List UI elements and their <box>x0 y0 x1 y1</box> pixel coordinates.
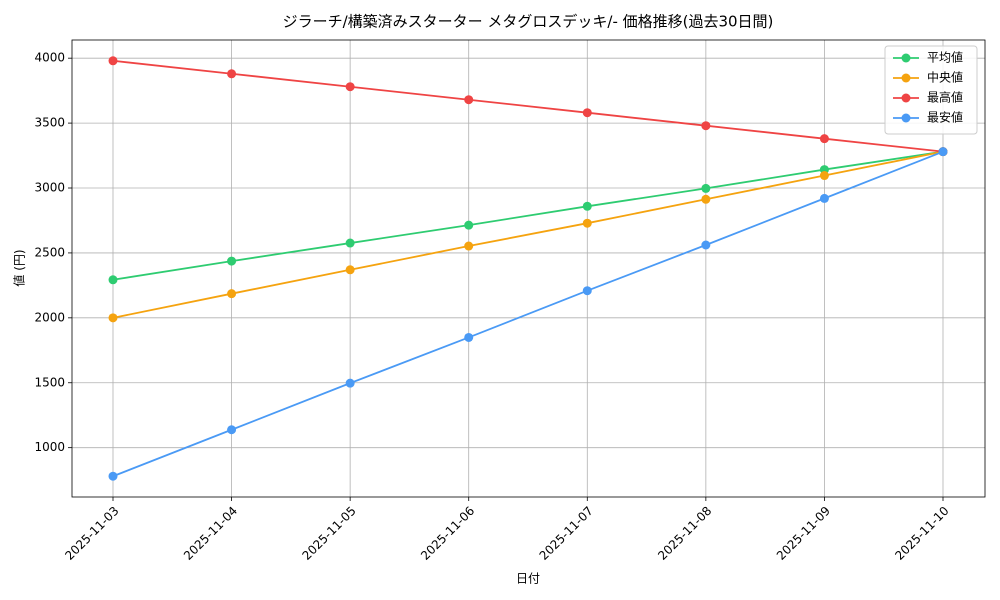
legend-marker <box>901 93 911 103</box>
data-point <box>227 69 237 79</box>
x-tick-label: 2025-11-10 <box>892 504 951 563</box>
x-tick-label: 2025-11-09 <box>774 504 833 563</box>
chart-title: ジラーチ/構築済みスターター メタグロスデッキ/- 価格推移(過去30日間) <box>283 13 774 31</box>
legend-marker <box>901 73 911 83</box>
series-line <box>112 150 944 319</box>
data-point <box>701 183 711 193</box>
y-axis-label: 値 (円) <box>12 249 27 286</box>
data-point <box>819 171 829 181</box>
data-point <box>108 313 118 323</box>
data-point <box>227 256 237 266</box>
data-point <box>464 332 474 342</box>
data-point <box>701 240 711 250</box>
data-point <box>464 95 474 105</box>
data-point <box>819 134 829 144</box>
data-point <box>464 220 474 230</box>
data-point <box>701 121 711 131</box>
legend-label: 最安値 <box>927 110 963 125</box>
data-point <box>227 425 237 435</box>
legend-marker <box>901 113 911 123</box>
x-tick-label: 2025-11-06 <box>418 504 477 563</box>
data-point <box>582 286 592 296</box>
plot-frame <box>71 39 986 498</box>
y-tick-label: 1500 <box>34 375 65 389</box>
data-point <box>108 275 118 285</box>
legend-frame <box>884 45 978 135</box>
data-point <box>227 289 237 299</box>
data-point <box>938 147 948 157</box>
x-axis-label: 日付 <box>516 572 540 586</box>
data-point <box>345 378 355 388</box>
legend-label: 平均値 <box>927 50 963 65</box>
y-tick-label: 2000 <box>34 310 65 324</box>
legend-marker <box>901 53 911 63</box>
data-point <box>108 56 118 66</box>
y-tick-label: 4000 <box>34 51 65 65</box>
data-point <box>582 201 592 211</box>
series-line <box>112 59 944 153</box>
data-point <box>701 194 711 204</box>
data-point <box>582 108 592 118</box>
x-tick-label: 2025-11-05 <box>300 504 359 563</box>
y-tick-label: 3500 <box>34 116 65 130</box>
data-point <box>819 193 829 203</box>
x-tick-label: 2025-11-04 <box>181 504 240 563</box>
data-point <box>345 82 355 92</box>
x-tick-label: 2025-11-07 <box>537 504 596 563</box>
data-point <box>345 238 355 248</box>
data-point <box>464 241 474 251</box>
y-tick-label: 3000 <box>34 181 65 195</box>
y-tick-label: 2500 <box>34 245 65 259</box>
x-tick-label: 2025-11-03 <box>62 504 121 563</box>
y-tick-label: 1000 <box>34 440 65 454</box>
data-point <box>582 218 592 228</box>
data-point <box>345 265 355 275</box>
x-tick-label: 2025-11-08 <box>655 504 714 563</box>
legend-label: 中央値 <box>927 70 963 85</box>
series-line <box>112 150 944 281</box>
series-line <box>112 150 944 478</box>
legend-label: 最高値 <box>927 90 963 105</box>
data-point <box>108 471 118 481</box>
